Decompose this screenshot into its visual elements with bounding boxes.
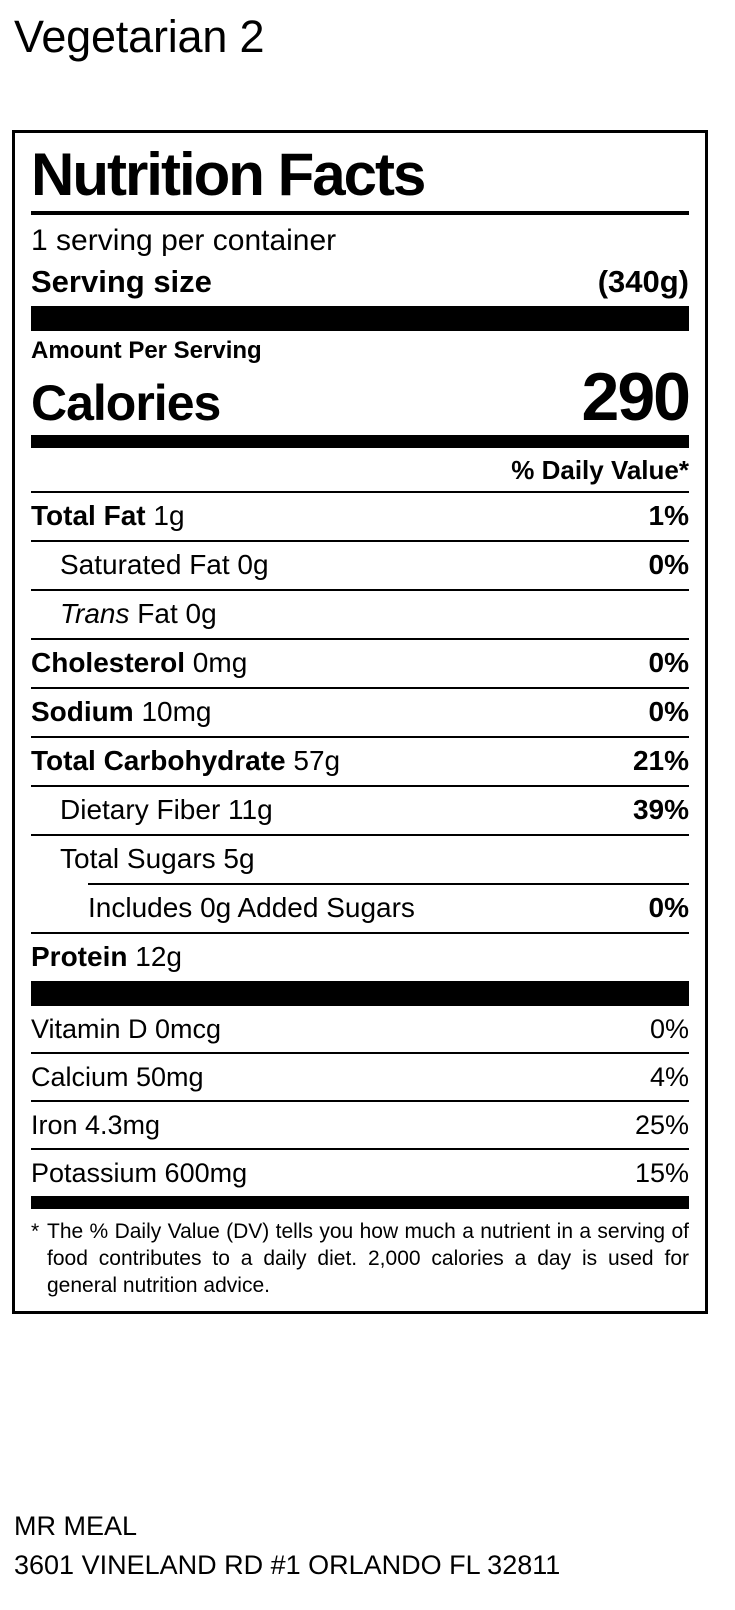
- amount-per-serving-label: Amount Per Serving: [31, 337, 262, 364]
- table-row: Saturated Fat 0g 0%: [31, 542, 689, 589]
- nutrient-row-divider: [31, 589, 689, 591]
- nutrient-name: Sodium 10mg: [31, 696, 212, 727]
- nutrient-row-divider: [31, 638, 689, 640]
- table-row: Sodium 10mg 0%: [31, 689, 689, 736]
- protein-thick-bar: [31, 981, 689, 1006]
- table-row: Cholesterol 0mg 0%: [31, 640, 689, 687]
- nutrient-daily-value: 1%: [648, 500, 689, 531]
- table-row: Includes 0g Added Sugars 0%: [31, 885, 689, 932]
- nutrient-name: Trans Fat 0g: [60, 598, 217, 629]
- table-row: Potassium 600mg 15%: [31, 1150, 689, 1196]
- nutrition-facts-panel: Nutrition Facts 1 serving per container …: [12, 130, 708, 1314]
- heading-divider: [31, 211, 689, 215]
- nutrition-facts-heading: Nutrition Facts: [31, 141, 426, 208]
- table-row: Protein 12g: [31, 934, 689, 981]
- vitamin-daily-value: 0%: [649, 1014, 689, 1044]
- nutrient-daily-value: 39%: [632, 794, 689, 825]
- page-title: Vegetarian 2: [14, 11, 265, 62]
- vitamin-rows: Vitamin D 0mcg 0% Calcium 50mg 4% Iron 4.3mg…: [31, 1006, 689, 1196]
- company-name: MR MEAL: [14, 1511, 138, 1541]
- nutrient-name: Includes 0g Added Sugars: [88, 892, 415, 923]
- table-row: Trans Fat 0g: [31, 591, 689, 638]
- nutrient-name: Saturated Fat 0g: [60, 549, 269, 580]
- vitamin-name: Calcium 50mg: [31, 1062, 204, 1092]
- table-row: Vitamin D 0mcg 0%: [31, 1006, 689, 1052]
- vitamins-thick-bar: [31, 1196, 689, 1209]
- table-row: Total Carbohydrate 57g 21%: [31, 738, 689, 785]
- table-row: Iron 4.3mg 25%: [31, 1102, 689, 1148]
- nutrient-name: Cholesterol 0mg: [31, 647, 248, 678]
- company-address: 3601 VINELAND RD #1 ORLANDO FL 32811: [14, 1550, 561, 1580]
- nutrient-row-divider: [31, 736, 689, 738]
- nutrient-name: Total Sugars 5g: [60, 843, 255, 874]
- table-row: Total Fat 1g 1%: [31, 493, 689, 540]
- nutrient-daily-value: 0%: [648, 696, 689, 727]
- nutrient-daily-value: 0%: [648, 647, 689, 678]
- nutrient-daily-value: 0%: [648, 892, 689, 923]
- nutrient-row-divider: [31, 834, 689, 836]
- nutrient-row-divider: [31, 540, 689, 542]
- serving-size-label: Serving size: [31, 264, 212, 299]
- servings-per-container: 1 serving per container: [31, 224, 337, 257]
- nutrient-rows: Total Fat 1g 1% Saturated Fat 0g 0% Trans Fa…: [31, 491, 689, 981]
- serving-size-row: Serving size (340g): [31, 261, 689, 306]
- nutrient-daily-value: 0%: [648, 549, 689, 580]
- vitamin-name: Vitamin D 0mcg: [31, 1014, 222, 1044]
- vitamin-row-divider: [31, 1100, 689, 1102]
- nutrient-name: Dietary Fiber 11g: [60, 794, 273, 825]
- nutrient-row-divider: [88, 883, 689, 885]
- vitamin-daily-value: 4%: [649, 1062, 689, 1092]
- nutrient-row-divider: [31, 932, 689, 934]
- calories-label: Calories: [31, 375, 221, 431]
- vitamin-row-divider: [31, 1148, 689, 1150]
- vitamin-row-divider: [31, 1052, 689, 1054]
- daily-value-footnote: * The % Daily Value (DV) tells you how m…: [31, 1209, 689, 1311]
- vitamin-daily-value: 15%: [634, 1158, 689, 1188]
- vitamin-name: Iron 4.3mg: [31, 1110, 161, 1140]
- table-row: Dietary Fiber 11g 39%: [31, 787, 689, 834]
- serving-size-thick-bar: [31, 306, 689, 331]
- manufacturer-address-block: MR MEAL 3601 VINELAND RD #1 ORLANDO FL 3…: [14, 1507, 560, 1585]
- table-row: Calcium 50mg 4%: [31, 1054, 689, 1100]
- nutrient-daily-value: 21%: [632, 745, 689, 776]
- nutrient-name: Total Fat 1g: [31, 500, 185, 531]
- calories-thick-bar: [31, 435, 689, 448]
- daily-value-header: % Daily Value*: [511, 455, 689, 485]
- vitamin-daily-value: 25%: [634, 1110, 689, 1140]
- nutrient-row-divider: [31, 491, 689, 493]
- vitamin-name: Potassium 600mg: [31, 1158, 248, 1188]
- footnote-asterisk: *: [31, 1220, 40, 1243]
- nutrient-row-divider: [31, 687, 689, 689]
- table-row: Total Sugars 5g: [31, 836, 689, 883]
- serving-size-value: (340g): [597, 264, 689, 299]
- footnote-text: The % Daily Value (DV) tells you how muc…: [47, 1220, 689, 1297]
- nutrient-name: Total Carbohydrate 57g: [31, 745, 341, 776]
- nutrient-row-divider: [31, 785, 689, 787]
- calories-value: 290: [581, 359, 691, 435]
- nutrient-name: Protein 12g: [31, 941, 182, 972]
- calories-row: Calories 290: [31, 359, 691, 435]
